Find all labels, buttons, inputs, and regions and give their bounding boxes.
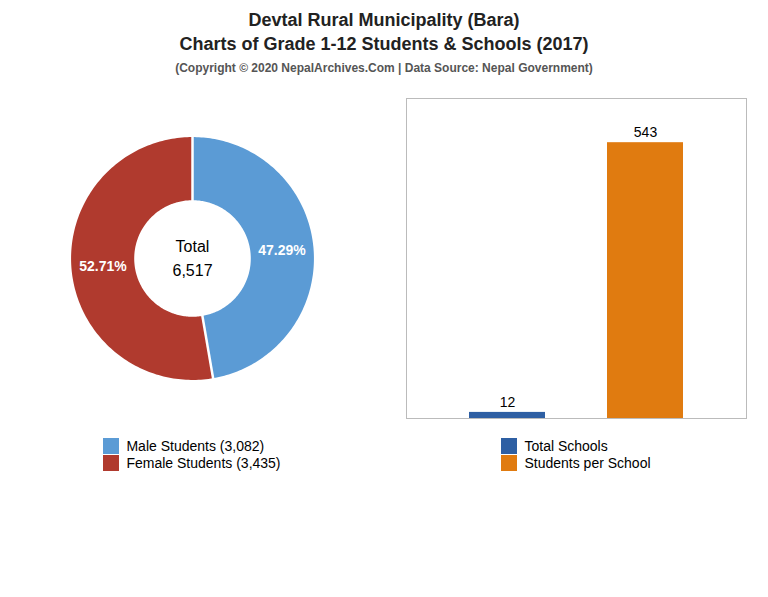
svg-text:52.71%: 52.71% xyxy=(79,258,127,274)
html-text:Devtal Rural Municipality (Bar: Devtal Rural Municipality (Bara) xyxy=(248,10,520,30)
svg-text:6,517: 6,517 xyxy=(172,262,212,279)
svg-text:12: 12 xyxy=(500,394,516,410)
html-text:Female Students (3,435): Female Students (3,435) xyxy=(126,455,281,471)
svg-text:Total: Total xyxy=(176,238,210,255)
html-text:Total Schools: Total Schools xyxy=(524,438,608,454)
html-text:Charts of Grade 1-12 Students: Charts of Grade 1-12 Students & Schools … xyxy=(179,34,589,54)
html-text:Students per School: Students per School xyxy=(524,455,651,471)
svg-text:543: 543 xyxy=(634,124,658,140)
svg-text:47.29%: 47.29% xyxy=(258,242,306,258)
html-text:Male Students (3,082): Male Students (3,082) xyxy=(126,438,265,454)
html-text:(Copyright © 2020 NepalArchive: (Copyright © 2020 NepalArchives.Com | Da… xyxy=(175,61,593,75)
